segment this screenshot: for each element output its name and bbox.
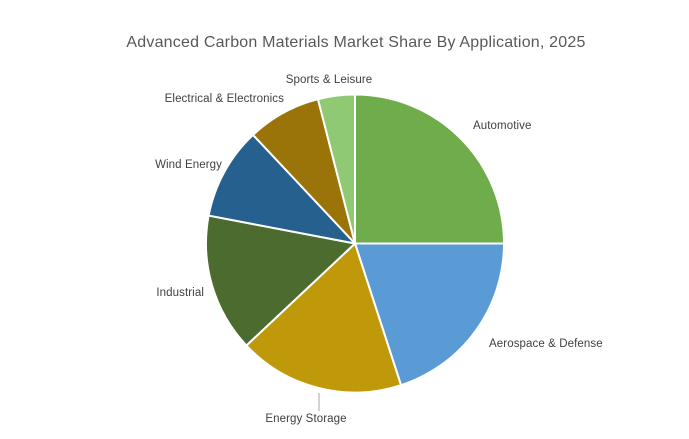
category-label-industrial: Industrial (156, 287, 204, 299)
pie-slice-sports-leisure (316, 93, 356, 245)
pie-slice-automotive (354, 93, 505, 245)
category-label-automotive: Automotive (473, 120, 532, 132)
pie-slice-industrial (205, 214, 356, 347)
pie-slice-aerospace-defense (354, 242, 505, 387)
category-label-wind-energy: Wind Energy (155, 159, 222, 171)
category-label-sports-leisure: Sports & Leisure (286, 74, 373, 86)
chart-title: Advanced Carbon Materials Market Share B… (126, 34, 586, 51)
category-label-electrical-electronics: Electrical & Electronics (165, 93, 285, 105)
pie-slice-wind-energy (207, 133, 356, 245)
category-label-aerospace-defense: Aerospace & Defense (489, 338, 603, 350)
category-label-energy-storage: Energy Storage (265, 413, 346, 425)
pie-slice-energy-storage (245, 242, 403, 394)
